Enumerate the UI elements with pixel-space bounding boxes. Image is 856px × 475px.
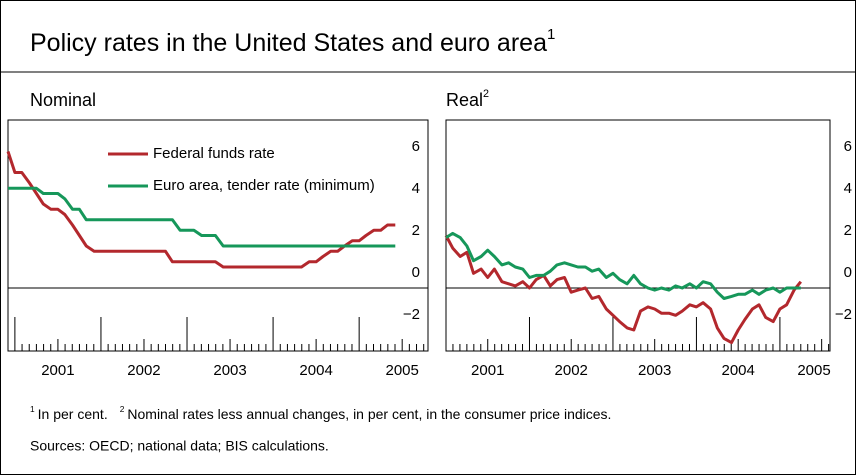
footnotes: 1 In per cent. 2 Nominal rates less annual … [30, 404, 611, 421]
legend-label: Federal funds rate [153, 145, 275, 162]
panel-title-text: Real [446, 90, 483, 110]
x-tick-label: 2005 [385, 362, 418, 379]
title-note: 1 [547, 26, 555, 43]
y-tick-label: 0 [844, 264, 852, 281]
y-tick-label: 6 [412, 138, 420, 155]
x-tick-label: 2005 [797, 362, 830, 379]
title-text: Policy rates in the United States and eu… [30, 29, 547, 57]
x-tick-label: 2002 [127, 362, 160, 379]
series-line [8, 186, 396, 248]
series-line [445, 231, 801, 300]
y-tick-label: 6 [844, 138, 852, 155]
panel-title-note: 2 [483, 88, 489, 100]
footnote-mark: 1 [30, 404, 35, 414]
plot-area [7, 119, 429, 352]
x-tick-label: 2002 [555, 362, 588, 379]
y-tick-label: 0 [412, 264, 420, 281]
footnote-text: Nominal rates less annual changes, in pe… [127, 406, 611, 422]
y-tick-label: −2 [835, 306, 852, 323]
y-tick-label: 2 [412, 222, 420, 239]
x-tick-label: 2003 [638, 362, 671, 379]
y-tick-label: 4 [844, 180, 852, 197]
series-line [6, 151, 396, 269]
panel-title: Real2 [446, 88, 489, 110]
figure-title: Policy rates in the United States and eu… [30, 26, 555, 57]
y-tick-label: −2 [403, 306, 420, 323]
x-tick-label: 2004 [299, 362, 332, 379]
legend-label: Euro area, tender rate (minimum) [153, 177, 375, 194]
footnote-mark: 2 [120, 404, 125, 414]
series-line [444, 234, 802, 345]
panel-title: Nominal [30, 90, 96, 110]
x-tick-label: 2004 [721, 362, 754, 379]
y-tick-label: 4 [412, 180, 420, 197]
x-tick-label: 2001 [471, 362, 504, 379]
footnote-text: In per cent. [38, 406, 108, 422]
y-tick-label: 2 [844, 222, 852, 239]
x-tick-label: 2003 [213, 362, 246, 379]
x-tick-label: 2001 [41, 362, 74, 379]
sources: Sources: OECD; national data; BIS calcul… [30, 438, 329, 454]
